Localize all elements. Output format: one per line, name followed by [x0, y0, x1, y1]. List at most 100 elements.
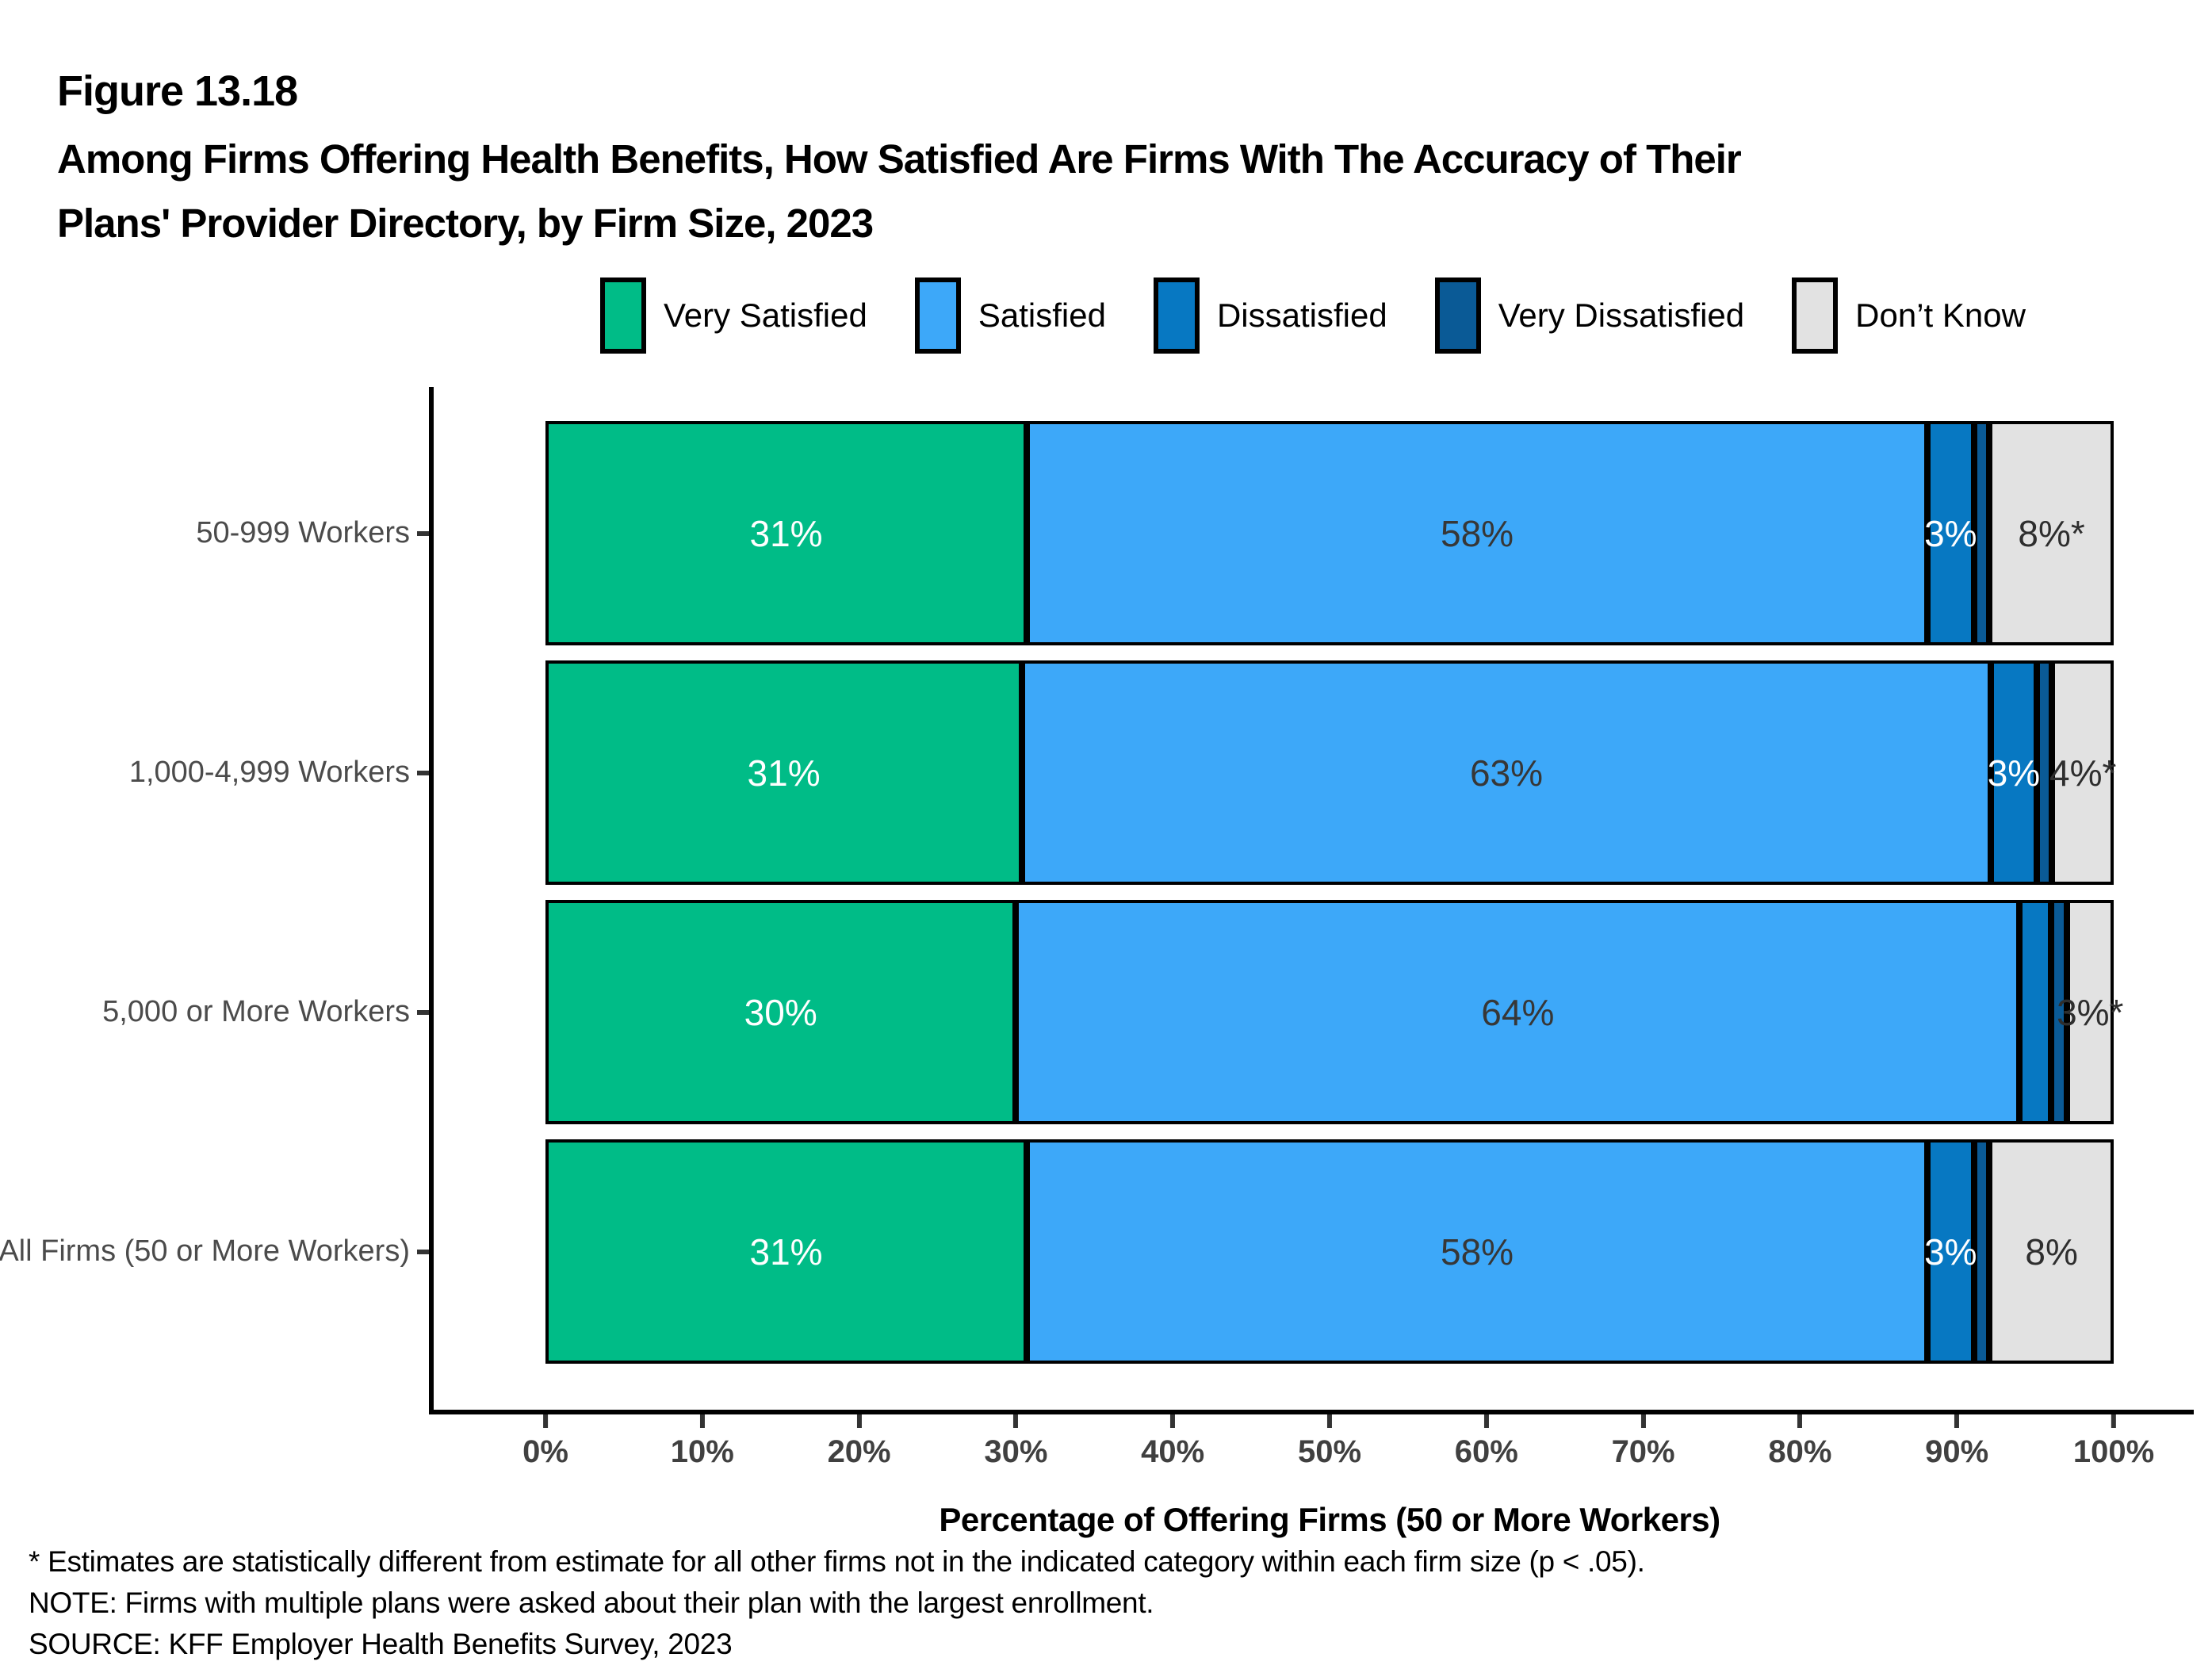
segment-value-label: 3% [1924, 512, 1977, 554]
y-axis-labels: 50-999 Workers 1,000-4,999 Workers 5,000… [0, 421, 429, 1379]
x-tick-label: 40% [1141, 1434, 1205, 1469]
segment-value-label: 3% [1924, 1231, 1977, 1273]
segment-dont-know: 4%* [2049, 660, 2116, 885]
segment-very-dissatisfied [1973, 1139, 1990, 1364]
segment-value-label: 58% [1440, 512, 1514, 554]
legend-label-dissatisfied: Dissatisfied [1216, 297, 1387, 334]
x-tick: 20% [828, 1414, 891, 1470]
y-axis-label-all-firms: All Firms (50 or More Workers) [0, 1234, 410, 1268]
segment-dissatisfied: 3% [1924, 421, 1977, 645]
x-tick-label: 90% [1925, 1434, 1989, 1469]
x-tick: 10% [671, 1414, 734, 1470]
segment-very-satisfied: 31% [545, 660, 1023, 885]
x-tick-label: 70% [1611, 1434, 1675, 1469]
x-tick-mark [1013, 1414, 1019, 1428]
x-tick: 60% [1455, 1414, 1518, 1470]
x-tick-mark [1483, 1414, 1489, 1428]
footnote-note: NOTE: Firms with multiple plans were ask… [29, 1587, 1154, 1619]
bar-row-5000-or-more-workers: 30% 64% 3%* [545, 900, 2123, 1124]
segment-satisfied: 58% [1027, 421, 1927, 645]
x-tick-mark [856, 1414, 862, 1428]
x-axis-line [429, 1410, 2194, 1414]
legend-label-satisfied: Satisfied [978, 297, 1106, 334]
x-axis-title: Percentage of Offering Firms (50 or More… [939, 1501, 1720, 1538]
segment-value-label: 64% [1481, 991, 1555, 1033]
segment-satisfied: 63% [1022, 660, 1991, 885]
footnote-significance: * Estimates are statistically different … [29, 1545, 1645, 1578]
legend: Very Satisfied Satisfied Dissatisfied Ve… [432, 278, 2194, 354]
x-tick-mark [1327, 1414, 1332, 1428]
x-tick: 0% [522, 1414, 568, 1470]
x-tick-label: 10% [670, 1434, 734, 1469]
bar-row-1000-4999-workers: 31% 63% 3% 4%* [545, 660, 2116, 885]
figure-title-line1: Among Firms Offering Health Benefits, Ho… [57, 136, 1742, 182]
segment-very-satisfied: 31% [545, 1139, 1028, 1364]
y-label-row: 5,000 or More Workers [0, 900, 429, 1124]
segment-very-satisfied: 30% [545, 900, 1016, 1124]
segment-dont-know: 8%* [1989, 421, 2114, 645]
segment-very-dissatisfied [1973, 421, 1990, 645]
x-tick: 50% [1298, 1414, 1361, 1470]
segment-very-satisfied: 31% [545, 421, 1028, 645]
segment-value-label: 8%* [2018, 512, 2085, 554]
segment-value-label: 31% [749, 1231, 823, 1273]
y-label-row: 50-999 Workers [0, 421, 429, 645]
y-axis-label-5000-plus: 5,000 or More Workers [102, 995, 410, 1028]
legend-label-very-satisfied: Very Satisfied [664, 297, 867, 334]
legend-item-dissatisfied: Dissatisfied [1153, 278, 1387, 354]
segment-satisfied: 58% [1027, 1139, 1927, 1364]
bar-row-50-999-workers: 31% 58% 3% 8%* [545, 421, 2114, 645]
x-tick-mark [543, 1414, 548, 1428]
figure-title: Among Firms Offering Health Benefits, Ho… [57, 127, 1742, 255]
segment-satisfied: 64% [1016, 900, 2020, 1124]
figure-label: Figure 13.18 [57, 67, 298, 115]
footnotes: * Estimates are statistically different … [29, 1541, 1645, 1665]
x-tick: 100% [2073, 1414, 2154, 1470]
y-label-row: 1,000-4,999 Workers [0, 660, 429, 885]
segment-value-label: 30% [744, 991, 817, 1033]
x-axis-ticks: 0% 10% 20% 30% 40% 50% 60% 70% 80% 90% 1… [522, 1414, 2154, 1469]
legend-swatch-satisfied-icon [914, 278, 961, 354]
x-tick: 80% [1768, 1414, 1831, 1470]
legend-label-dont-know: Don’t Know [1855, 297, 2026, 334]
y-axis-label-1000-4999: 1,000-4,999 Workers [128, 756, 410, 789]
footnote-source: SOURCE: KFF Employer Health Benefits Sur… [29, 1628, 733, 1660]
x-tick-mark [1170, 1414, 1176, 1428]
segment-dont-know: 3%* [2057, 900, 2123, 1124]
x-tick-mark [2111, 1414, 2116, 1428]
segment-value-label: 58% [1440, 1231, 1514, 1273]
x-tick-label: 0% [522, 1434, 568, 1469]
plot-bars: 31% 58% 3% 8%* 31% 63% 3% 4%* 30% 64% 3%… [545, 421, 2123, 1379]
segment-value-label: 31% [749, 512, 823, 554]
bar-row-all-firms: 31% 58% 3% 8% [545, 1139, 2114, 1364]
legend-swatch-very-dissatisfied-icon [1434, 278, 1481, 354]
legend-swatch-very-satisfied-icon [600, 278, 647, 354]
x-tick: 40% [1141, 1414, 1204, 1470]
segment-value-label: 63% [1469, 752, 1544, 794]
legend-item-dont-know: Don’t Know [1792, 278, 2026, 354]
y-axis-line [429, 387, 434, 1414]
legend-item-satisfied: Satisfied [914, 278, 1106, 354]
segment-value-label: 31% [747, 752, 821, 794]
x-tick-label: 50% [1297, 1434, 1362, 1469]
segment-dont-know: 8% [1989, 1139, 2114, 1364]
legend-item-very-satisfied: Very Satisfied [600, 278, 867, 354]
x-tick-mark [1797, 1414, 1803, 1428]
y-label-row: All Firms (50 or More Workers) [0, 1139, 429, 1364]
x-tick-label: 30% [984, 1434, 1048, 1469]
legend-item-very-dissatisfied: Very Dissatisfied [1434, 278, 1745, 354]
y-tick-mark [417, 1249, 429, 1254]
legend-label-very-dissatisfied: Very Dissatisfied [1498, 297, 1745, 334]
y-tick-mark [417, 1009, 429, 1015]
legend-swatch-dissatisfied-icon [1153, 278, 1200, 354]
x-tick: 30% [984, 1414, 1047, 1470]
y-tick-mark [417, 530, 429, 536]
legend-swatch-dont-know-icon [1792, 278, 1839, 354]
x-tick: 70% [1612, 1414, 1675, 1470]
segment-dissatisfied: 3% [1987, 660, 2041, 885]
segment-value-label: 3% [1987, 752, 2041, 794]
y-axis-label-50-999: 50-999 Workers [196, 516, 410, 549]
x-tick-label: 20% [827, 1434, 891, 1469]
x-tick-mark [1640, 1414, 1646, 1428]
